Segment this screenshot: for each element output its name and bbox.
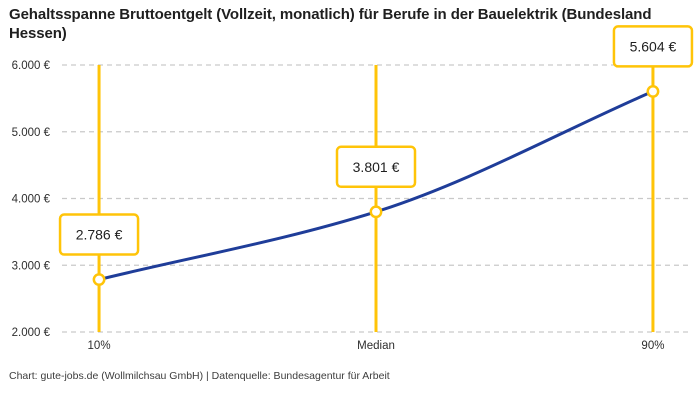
x-axis-category-label: 10% [88,340,111,352]
value-label: 2.786 € [76,227,123,243]
y-axis-tick-label: 5.000 € [12,127,51,139]
chart-footer: Chart: gute-jobs.de (Wollmilchsau GmbH) … [9,370,390,382]
x-axis-category-label: Median [357,340,395,352]
value-label: 3.801 € [353,159,400,175]
data-point-marker [646,84,660,98]
value-label-box [612,25,694,68]
data-point-marker [369,205,383,219]
y-axis-tick-label: 3.000 € [12,260,51,272]
chart-title: Gehaltsspanne Bruttoentgelt (Vollzeit, m… [9,6,652,43]
value-label: 5.604 € [630,38,677,54]
y-axis-tick-label: 4.000 € [12,194,51,206]
y-axis-tick-label: 6.000 € [12,60,51,72]
data-point-marker [92,273,106,286]
value-label-box [58,213,140,256]
value-label-box [335,145,417,189]
x-axis-category-label: 90% [641,340,664,352]
y-axis-tick-label: 2.000 € [12,327,51,339]
